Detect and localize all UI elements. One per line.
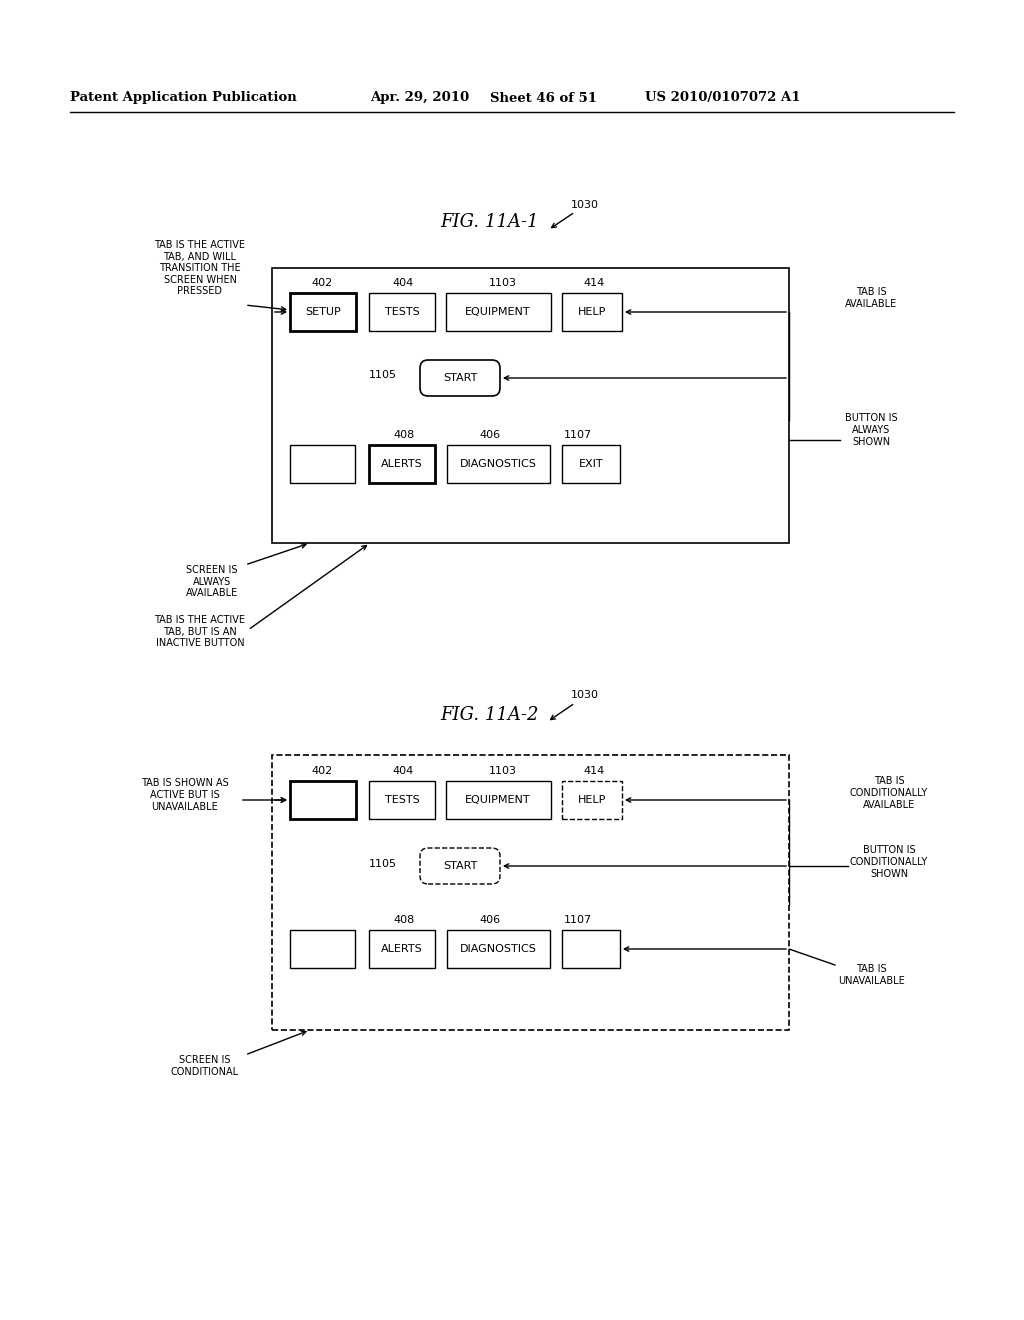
Text: FIG. 11A-1: FIG. 11A-1: [440, 213, 540, 231]
Bar: [447, 931, 550, 968]
Bar: [369, 931, 435, 968]
Bar: [446, 293, 551, 331]
Text: TAB IS THE ACTIVE
TAB, BUT IS AN
INACTIVE BUTTON: TAB IS THE ACTIVE TAB, BUT IS AN INACTIV…: [155, 615, 246, 648]
Text: EQUIPMENT: EQUIPMENT: [465, 308, 530, 317]
Text: 1107: 1107: [564, 915, 592, 925]
Text: 414: 414: [584, 766, 604, 776]
Text: SETUP: SETUP: [305, 308, 341, 317]
Text: DIAGNOSTICS: DIAGNOSTICS: [460, 944, 537, 954]
FancyBboxPatch shape: [420, 847, 500, 884]
Text: 404: 404: [392, 766, 414, 776]
Text: TAB IS
CONDITIONALLY
AVAILABLE: TAB IS CONDITIONALLY AVAILABLE: [850, 776, 928, 809]
Text: 402: 402: [311, 279, 333, 288]
Text: TAB IS SHOWN AS
ACTIVE BUT IS
UNAVAILABLE: TAB IS SHOWN AS ACTIVE BUT IS UNAVAILABL…: [141, 779, 229, 812]
Bar: [290, 293, 356, 331]
FancyBboxPatch shape: [420, 360, 500, 396]
Text: 402: 402: [311, 766, 333, 776]
Text: 1105: 1105: [369, 859, 397, 869]
Bar: [290, 931, 355, 968]
Text: 1107: 1107: [564, 430, 592, 440]
Text: 406: 406: [479, 430, 501, 440]
Text: SCREEN IS
CONDITIONAL: SCREEN IS CONDITIONAL: [171, 1055, 239, 1077]
Text: TAB IS
UNAVAILABLE: TAB IS UNAVAILABLE: [838, 964, 905, 986]
Text: ALERTS: ALERTS: [381, 944, 423, 954]
Bar: [369, 781, 435, 818]
Text: EQUIPMENT: EQUIPMENT: [465, 795, 530, 805]
Text: 1103: 1103: [489, 279, 517, 288]
Bar: [290, 781, 356, 818]
Text: HELP: HELP: [578, 308, 606, 317]
Text: 404: 404: [392, 279, 414, 288]
Text: TESTS: TESTS: [385, 308, 420, 317]
Text: Patent Application Publication: Patent Application Publication: [70, 91, 297, 104]
Text: Apr. 29, 2010: Apr. 29, 2010: [370, 91, 469, 104]
Bar: [272, 268, 790, 543]
Text: 1105: 1105: [369, 370, 397, 380]
Text: DIAGNOSTICS: DIAGNOSTICS: [460, 459, 537, 469]
Bar: [447, 445, 550, 483]
Bar: [562, 445, 620, 483]
Text: ALERTS: ALERTS: [381, 459, 423, 469]
Bar: [369, 445, 435, 483]
Bar: [290, 445, 355, 483]
Text: 1030: 1030: [571, 201, 599, 210]
Text: BUTTON IS
CONDITIONALLY
SHOWN: BUTTON IS CONDITIONALLY SHOWN: [850, 845, 928, 879]
Bar: [562, 781, 622, 818]
Text: TESTS: TESTS: [385, 795, 420, 805]
Text: 1030: 1030: [571, 690, 599, 700]
Text: 414: 414: [584, 279, 604, 288]
Bar: [369, 293, 435, 331]
Text: START: START: [442, 861, 477, 871]
Text: 408: 408: [393, 430, 415, 440]
Text: US 2010/0107072 A1: US 2010/0107072 A1: [645, 91, 801, 104]
Text: BUTTON IS
ALWAYS
SHOWN: BUTTON IS ALWAYS SHOWN: [845, 413, 898, 446]
Text: FIG. 11A-2: FIG. 11A-2: [440, 706, 540, 723]
Text: TAB IS THE ACTIVE
TAB, AND WILL
TRANSITION THE
SCREEN WHEN
PRESSED: TAB IS THE ACTIVE TAB, AND WILL TRANSITI…: [155, 240, 246, 297]
Text: 1103: 1103: [489, 766, 517, 776]
Bar: [562, 293, 622, 331]
Text: START: START: [442, 374, 477, 383]
Text: HELP: HELP: [578, 795, 606, 805]
Bar: [446, 781, 551, 818]
Text: TAB IS
AVAILABLE: TAB IS AVAILABLE: [845, 288, 897, 309]
Text: Sheet 46 of 51: Sheet 46 of 51: [490, 91, 597, 104]
Bar: [272, 755, 790, 1030]
Bar: [562, 931, 620, 968]
Text: EXIT: EXIT: [579, 459, 603, 469]
Text: 408: 408: [393, 915, 415, 925]
Text: SCREEN IS
ALWAYS
AVAILABLE: SCREEN IS ALWAYS AVAILABLE: [186, 565, 239, 598]
Text: 406: 406: [479, 915, 501, 925]
